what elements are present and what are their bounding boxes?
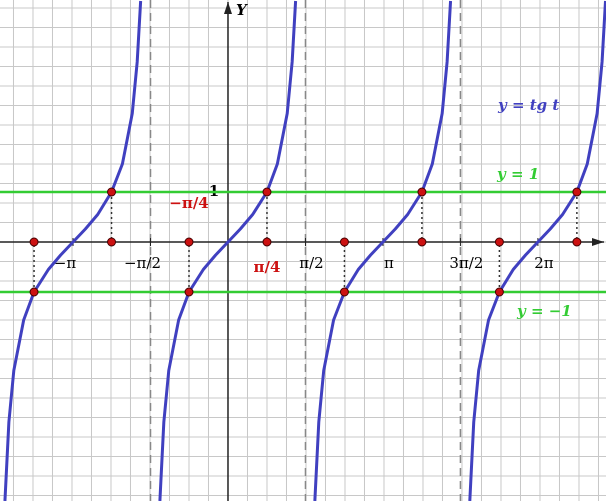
x-tick-label: π xyxy=(384,254,394,272)
x-tick-label: −π/2 xyxy=(124,254,161,272)
x-tick-label: 2π xyxy=(534,254,554,272)
axis-point xyxy=(417,237,427,247)
tan-curve xyxy=(3,0,606,501)
legend-entry: y = tg t xyxy=(497,96,559,114)
x-tick-label: 3π/2 xyxy=(449,254,483,272)
axis-point xyxy=(572,237,582,247)
point xyxy=(572,187,582,197)
axis-point xyxy=(262,237,272,247)
y-arrow xyxy=(223,2,232,14)
x-tick-label: −π xyxy=(54,254,77,272)
annotation: −π/4 xyxy=(169,194,208,212)
point xyxy=(184,287,194,297)
point xyxy=(417,187,427,197)
hline-label: y = 1 xyxy=(496,165,539,183)
axis-point xyxy=(29,237,39,247)
point xyxy=(494,287,504,297)
point xyxy=(29,287,39,297)
point xyxy=(107,187,117,197)
axis-point xyxy=(339,237,349,247)
hline-label: y = −1 xyxy=(516,302,572,320)
annotation: π/4 xyxy=(254,258,281,276)
point xyxy=(262,187,272,197)
point xyxy=(339,287,349,297)
axis-point xyxy=(184,237,194,247)
x-tick-label: π/2 xyxy=(299,254,323,272)
y-axis-label: Y xyxy=(236,1,248,19)
x-arrow xyxy=(592,238,604,246)
axis-point xyxy=(107,237,117,247)
axis-point xyxy=(494,237,504,247)
